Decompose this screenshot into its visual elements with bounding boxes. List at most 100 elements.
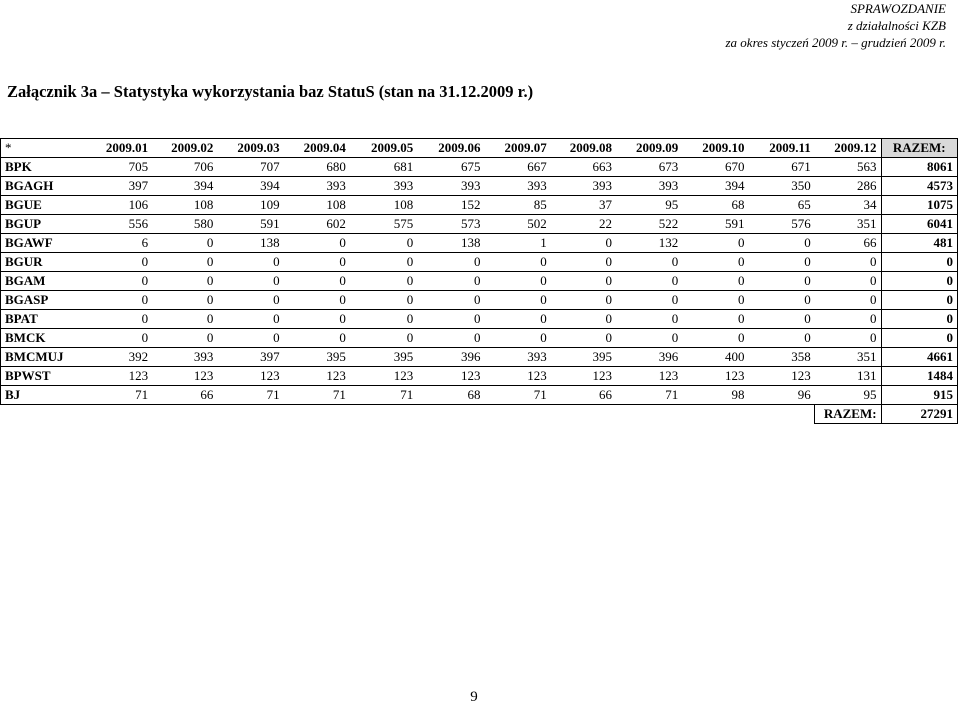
table-cell: 71 (615, 385, 683, 405)
table-cell: 673 (615, 157, 683, 177)
table-cell: 0 (283, 328, 350, 348)
table-cell: 0 (484, 309, 551, 329)
table-cell: 502 (484, 214, 551, 234)
grand-total-value: 27291 (880, 404, 959, 424)
table-cell: 393 (484, 176, 551, 196)
table-cell: 573 (417, 214, 485, 234)
table-cell: 0 (82, 309, 153, 329)
table-cell: 0 (217, 252, 284, 272)
column-header: 2009.12 (814, 138, 882, 158)
table-cell: 0 (417, 328, 485, 348)
table-cell: 66 (152, 385, 218, 405)
table-cell: 0 (82, 271, 153, 291)
table-cell: 0 (550, 309, 616, 329)
table-cell: 0 (814, 328, 882, 348)
table-cell: 138 (417, 233, 485, 253)
header-line-1: SPRAWOZDANIE (850, 1, 946, 16)
table-cell: 0 (283, 252, 350, 272)
table-cell: 0 (682, 309, 749, 329)
table-cell: 667 (484, 157, 551, 177)
table-cell: 108 (349, 195, 418, 215)
table-cell: 123 (748, 366, 815, 386)
table-cell: 138 (217, 233, 284, 253)
column-header: 2009.03 (217, 138, 284, 158)
table-cell: 123 (484, 366, 551, 386)
table-cell: 0 (748, 290, 815, 310)
table-cell: 0 (615, 252, 683, 272)
table-cell: 0 (283, 271, 350, 291)
table-cell: 66 (550, 385, 616, 405)
row-label: BGAGH (0, 176, 83, 196)
table-cell: 34 (814, 195, 882, 215)
table-cell: 393 (283, 176, 350, 196)
table-cell: 106 (82, 195, 153, 215)
table-cell: 591 (682, 214, 749, 234)
table-cell: 0 (682, 328, 749, 348)
table-cell: 602 (283, 214, 350, 234)
table-row: BMCMUJ 392 393 397 395 395 396 393 395 396 400 358 3… (0, 347, 959, 367)
table-cell: 400 (682, 347, 749, 367)
table-cell: 393 (349, 176, 418, 196)
table-cell: 132 (615, 233, 683, 253)
table-cell: 0 (748, 233, 815, 253)
row-total: 0 (880, 290, 959, 310)
table-cell: 0 (814, 252, 882, 272)
table-cell: 0 (82, 252, 153, 272)
row-label: BGUP (0, 214, 83, 234)
row-label: BPAT (0, 309, 83, 329)
table-row: BGASP 0 0 0 0 0 0 0 0 0 0 0 0 0 (0, 290, 959, 310)
column-header: 2009.07 (484, 138, 551, 158)
column-header: 2009.06 (417, 138, 485, 158)
table-cell: 0 (682, 290, 749, 310)
row-total: 1484 (880, 366, 959, 386)
table-cell: 556 (82, 214, 153, 234)
table-cell: 396 (615, 347, 683, 367)
table-cell: 0 (484, 290, 551, 310)
table-cell: 0 (152, 309, 218, 329)
table-cell: 37 (550, 195, 616, 215)
table-cell: 68 (417, 385, 485, 405)
table-cell: 286 (814, 176, 882, 196)
row-label: BGUR (0, 252, 83, 272)
row-total: 4573 (880, 176, 959, 196)
row-total: 0 (880, 309, 959, 329)
table-cell: 0 (217, 271, 284, 291)
row-total: 8061 (880, 157, 959, 177)
row-total: 481 (880, 233, 959, 253)
table-cell: 0 (417, 309, 485, 329)
table-cell: 85 (484, 195, 551, 215)
table-cell: 0 (349, 233, 418, 253)
table-cell: 123 (682, 366, 749, 386)
table-row: BGUR 0 0 0 0 0 0 0 0 0 0 0 0 0 (0, 252, 959, 272)
table-cell: 0 (748, 271, 815, 291)
table-cell: 0 (349, 328, 418, 348)
table-cell: 351 (814, 347, 882, 367)
table-cell: 0 (484, 252, 551, 272)
table-cell: 0 (152, 328, 218, 348)
table-cell: 152 (417, 195, 485, 215)
table-cell: 108 (283, 195, 350, 215)
table-cell: 591 (217, 214, 284, 234)
table-cell: 0 (748, 328, 815, 348)
table-cell: 392 (82, 347, 153, 367)
row-total: 0 (880, 328, 959, 348)
grand-total-label: RAZEM: (814, 404, 882, 424)
table-cell: 0 (615, 271, 683, 291)
table-cell: 0 (82, 328, 153, 348)
table-cell: 1 (484, 233, 551, 253)
table-cell: 671 (748, 157, 815, 177)
table-row: BPWST 123 123 123 123 123 123 123 123 123 123 123 13… (0, 366, 959, 386)
row-total: 1075 (880, 195, 959, 215)
table-cell: 0 (814, 290, 882, 310)
row-label: BJ (0, 385, 83, 405)
table-cell: 0 (283, 233, 350, 253)
table-cell: 0 (349, 309, 418, 329)
table-cell: 351 (814, 214, 882, 234)
table-cell: 0 (550, 233, 616, 253)
row-total: 0 (880, 271, 959, 291)
table-cell: 0 (682, 233, 749, 253)
table-cell: 563 (814, 157, 882, 177)
statistics-table: * 2009.01 2009.02 2009.03 2009.04 2009.05 2009… (0, 138, 959, 424)
table-cell: 0 (814, 271, 882, 291)
table-cell: 123 (283, 366, 350, 386)
